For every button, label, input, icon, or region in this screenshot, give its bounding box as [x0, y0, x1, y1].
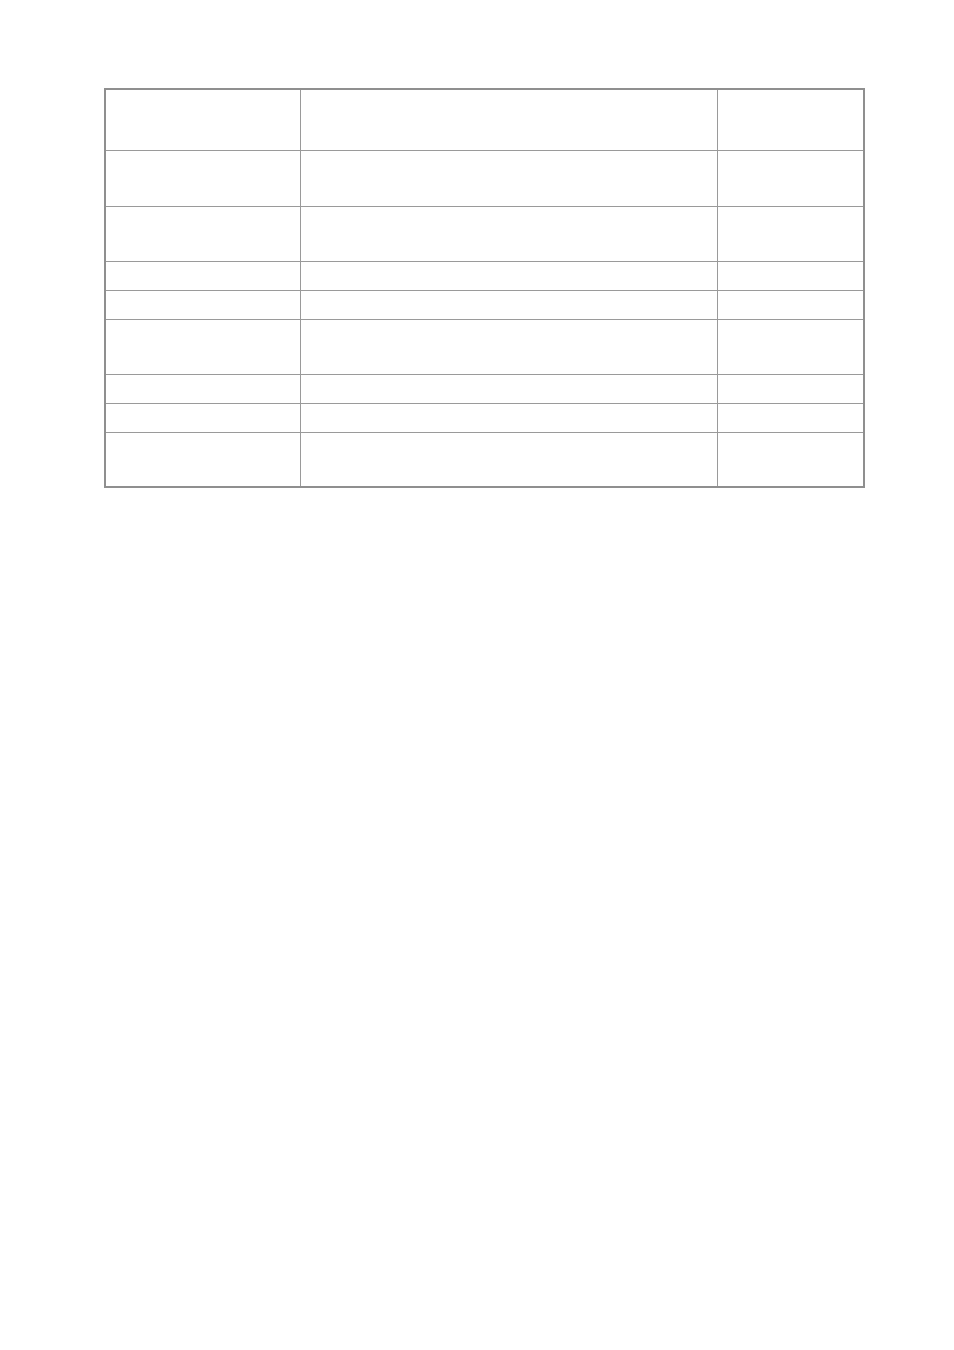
table-cell	[105, 432, 300, 487]
table-row	[105, 290, 864, 319]
table-cell	[300, 261, 717, 290]
table-cell	[300, 290, 717, 319]
table-row	[105, 432, 864, 487]
table-cell	[105, 319, 300, 374]
table-cell	[717, 290, 864, 319]
table-cell	[300, 89, 717, 150]
table-cell	[105, 403, 300, 432]
table-cell	[300, 319, 717, 374]
table-cell	[717, 89, 864, 150]
table-cell	[717, 319, 864, 374]
table-cell	[300, 432, 717, 487]
table-cell	[717, 261, 864, 290]
table-cell	[105, 206, 300, 261]
data-table	[104, 88, 865, 488]
table-cell	[717, 206, 864, 261]
table-cell	[717, 374, 864, 403]
table-cell	[717, 432, 864, 487]
table-cell	[300, 403, 717, 432]
page	[0, 0, 954, 1350]
table-row	[105, 403, 864, 432]
table-cell	[300, 374, 717, 403]
table-cell	[717, 403, 864, 432]
table-row	[105, 374, 864, 403]
table-cell	[717, 150, 864, 206]
table-cell	[300, 150, 717, 206]
table-cell	[105, 261, 300, 290]
table-row	[105, 319, 864, 374]
table-row	[105, 89, 864, 150]
table-row	[105, 206, 864, 261]
table-cell	[105, 89, 300, 150]
table-cell	[105, 150, 300, 206]
table-cell	[105, 374, 300, 403]
table-cell	[300, 206, 717, 261]
table-cell	[105, 290, 300, 319]
table-row	[105, 150, 864, 206]
table-row	[105, 261, 864, 290]
